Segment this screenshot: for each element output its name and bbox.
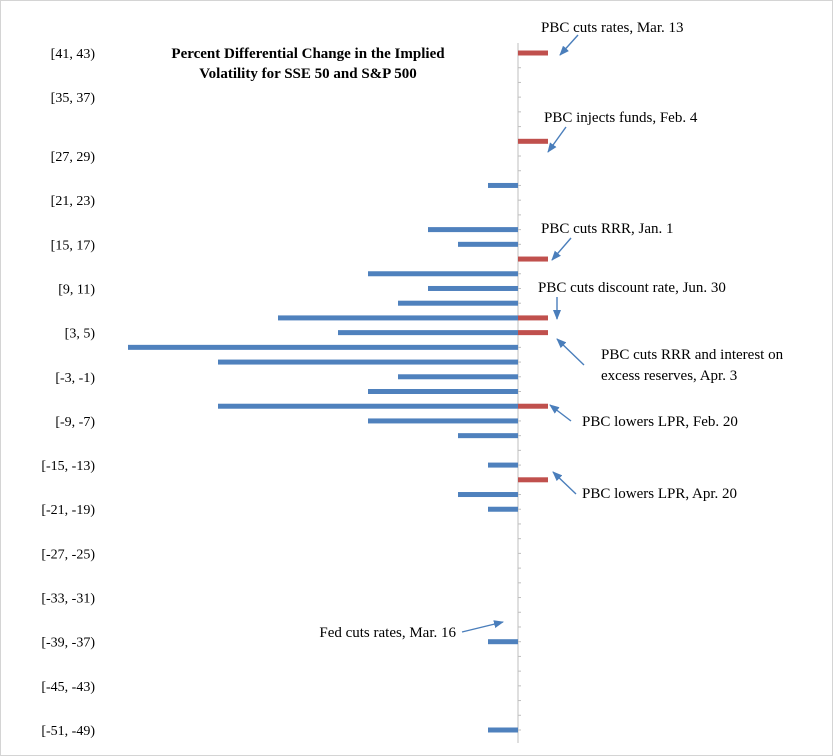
annotation-line: PBC cuts discount rate, Jun. 30 (538, 280, 726, 296)
bar-frequency (218, 359, 518, 365)
bar-frequency (428, 285, 518, 291)
bar-frequency (458, 433, 518, 439)
bar-frequency (398, 374, 518, 380)
annotation-label: PBC cuts discount rate, Jun. 30 (538, 280, 726, 296)
bar-frequency (218, 403, 518, 409)
annotation-line: excess reserves, Apr. 3 (601, 368, 737, 384)
category-tick-label: [-27, -25) (41, 547, 95, 562)
annotation-arrow (556, 338, 585, 366)
bar-frequency (398, 300, 518, 306)
category-tick-label: [-3, -1) (55, 371, 95, 386)
annotation-line: PBC lowers LPR, Feb. 20 (582, 414, 738, 430)
bar-event-marker (518, 256, 548, 262)
bar-frequency (488, 506, 518, 512)
category-tick-label: [-45, -43) (41, 680, 95, 695)
annotation-arrow (559, 34, 579, 56)
bar-frequency (368, 271, 518, 277)
annotation-line: PBC lowers LPR, Apr. 20 (582, 486, 737, 502)
category-tick-label: [41, 43) (51, 47, 96, 62)
category-tick-label: [-33, -31) (41, 592, 95, 607)
bar-frequency (368, 418, 518, 424)
annotation-label: PBC cuts RRR and interest on excess reser… (601, 347, 784, 384)
annotation-line: PBC cuts RRR, Jan. 1 (541, 221, 674, 237)
bar-frequency (458, 492, 518, 498)
category-tick-label: [-9, -7) (55, 415, 95, 430)
annotation-arrow (552, 471, 577, 495)
chart-title: Percent Differential Change in the Impli… (171, 46, 445, 82)
annotation-label: PBC cuts rates, Mar. 13 (541, 20, 684, 36)
bar-frequency (488, 462, 518, 468)
annotations-layer: PBC cuts rates, Mar. 13 PBC injects funds… (319, 20, 783, 641)
bar-frequency (128, 344, 518, 350)
chart-title-line: Volatility for SSE 50 and S&P 500 (199, 66, 417, 82)
annotation-label: PBC lowers LPR, Apr. 20 (582, 486, 737, 502)
annotation-label: Fed cuts rates, Mar. 16 (319, 625, 456, 641)
bar-event-marker (518, 315, 548, 321)
category-tick-label: [27, 29) (51, 150, 96, 165)
bar-event-marker (518, 50, 548, 56)
annotation-arrow (461, 620, 504, 633)
tick-labels-layer: [41, 43) [35, 37) [27, 29) [21, 23) [15, 17)… (41, 47, 95, 739)
chart-title-line: Percent Differential Change in the Impli… (171, 46, 445, 62)
annotation-label: PBC injects funds, Feb. 4 (544, 110, 698, 126)
annotation-line: PBC cuts rates, Mar. 13 (541, 20, 684, 36)
category-tick-label: [-51, -49) (41, 724, 95, 739)
bar-frequency (458, 241, 518, 247)
bar-event-marker (518, 138, 548, 144)
bar-frequency (368, 389, 518, 394)
category-tick-label: [-39, -37) (41, 636, 95, 651)
category-tick-label: [-21, -19) (41, 503, 95, 518)
annotation-arrow (547, 126, 567, 153)
category-tick-label: [15, 17) (51, 238, 96, 253)
bar-frequency (488, 727, 518, 733)
bar-event-marker (518, 403, 548, 409)
bar-event-marker (518, 330, 548, 336)
bar-frequency (278, 315, 518, 321)
bar-event-marker (518, 477, 548, 483)
annotation-arrow (551, 237, 572, 261)
bar-frequency (488, 639, 518, 645)
annotation-line: Fed cuts rates, Mar. 16 (319, 625, 456, 641)
category-tick-label: [21, 23) (51, 194, 96, 209)
category-tick-label: [9, 11) (58, 282, 95, 297)
bar-frequency (428, 227, 518, 233)
annotation-label: PBC lowers LPR, Feb. 20 (582, 414, 738, 430)
annotation-line: PBC injects funds, Feb. 4 (544, 110, 698, 126)
annotation-label: PBC cuts RRR, Jan. 1 (541, 221, 674, 237)
category-tick-label: [3, 5) (65, 327, 96, 342)
category-tick-label: [-15, -13) (41, 459, 95, 474)
bar-frequency (338, 330, 518, 336)
annotation-line: PBC cuts RRR and interest on (601, 347, 784, 363)
category-tick-label: [35, 37) (51, 91, 96, 106)
bar-frequency (488, 182, 518, 188)
axis-layer (517, 43, 521, 743)
annotation-arrow (549, 404, 572, 422)
bars-layer (128, 50, 548, 733)
